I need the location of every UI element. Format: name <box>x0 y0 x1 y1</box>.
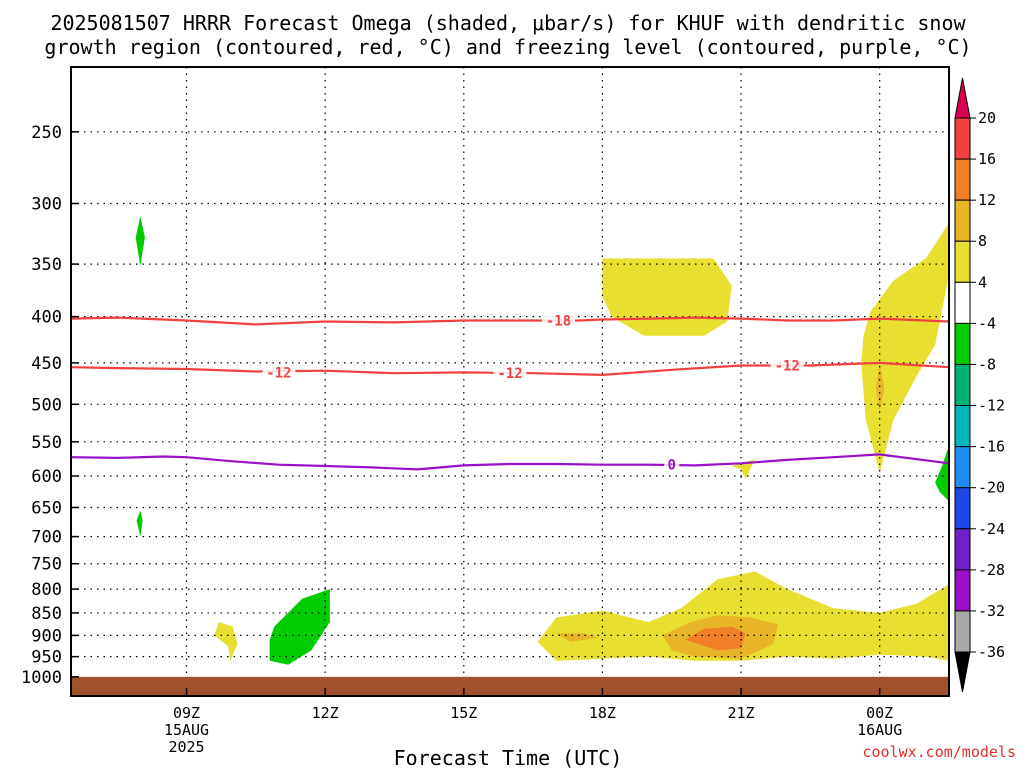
colorbar-bin-0 <box>954 117 971 160</box>
colorbar-bin-6 <box>954 363 971 407</box>
contour-label-1-2: -12 <box>775 359 800 375</box>
colorbar-bin-11 <box>954 569 971 612</box>
colorbar-bin-2 <box>954 199 971 242</box>
y-axis: 2503003504004505005506006507007508008509… <box>21 123 79 688</box>
colorbar-label-2: 12 <box>978 191 996 209</box>
x-tick-sublabel-09Z-1: 2025 <box>168 738 204 756</box>
y-tick-label-400: 400 <box>31 308 62 328</box>
x-tick-sublabel-09Z-0: 15AUG <box>164 721 209 739</box>
contour-label-bg-2-0 <box>664 456 680 473</box>
y-tick-label-550: 550 <box>31 433 62 453</box>
contour-label-1-1: -12 <box>497 366 522 382</box>
omega-region-4 <box>602 258 732 336</box>
colorbar-bin-12 <box>954 610 971 653</box>
ground-layer <box>71 676 949 696</box>
contour-line-0 <box>71 316 949 326</box>
x-tick-label-18Z: 18Z <box>589 704 616 722</box>
x-tick-sublabel-00Z-0: 16AUG <box>857 721 902 739</box>
colorbar-label-11: -28 <box>978 561 1005 579</box>
omega-region-3 <box>269 589 330 665</box>
colorbar-top-arrow <box>954 77 971 119</box>
chart-title-line1: 2025081507 HRRR Forecast Omega (shaded, … <box>50 11 966 35</box>
colorbar-label-12: -32 <box>978 602 1005 620</box>
colorbar-label-10: -24 <box>978 520 1005 538</box>
colorbar-bottom-arrow <box>954 651 971 693</box>
contour-label-bg-1-1 <box>493 365 527 382</box>
colorbar-label-9: -20 <box>978 479 1005 497</box>
colorbar-bin-10 <box>954 528 971 571</box>
y-tick-label-500: 500 <box>31 395 62 415</box>
y-tick-label-650: 650 <box>31 498 62 518</box>
y-tick-label-800: 800 <box>31 580 62 600</box>
plot-frame <box>70 66 950 697</box>
colorbar-label-7: -12 <box>978 397 1005 415</box>
omega-region-10 <box>861 222 949 473</box>
y-tick-label-900: 900 <box>31 626 62 646</box>
omega-shading <box>135 216 949 665</box>
x-axis-label: Forecast Time (UTC) <box>394 746 623 768</box>
omega-region-12 <box>935 445 949 502</box>
contour-line-2 <box>71 453 949 471</box>
colorbar-bin-9 <box>954 487 971 530</box>
colorbar-label-1: 16 <box>978 150 996 168</box>
x-tick-label-12Z: 12Z <box>312 704 339 722</box>
y-tick-label-250: 250 <box>31 123 62 143</box>
omega-region-0 <box>135 216 145 267</box>
chart-title-line2: growth region (contoured, red, °C) and f… <box>44 35 971 59</box>
omega-region-11 <box>876 362 885 413</box>
y-tick-label-350: 350 <box>31 255 62 275</box>
omega-region-6 <box>537 571 949 661</box>
omega-region-2 <box>214 622 238 661</box>
contour-label-bg-0-0 <box>542 312 576 329</box>
contour-label-2-0: 0 <box>668 458 676 474</box>
x-tick-label-00Z: 00Z <box>866 704 893 722</box>
omega-region-5 <box>731 452 778 480</box>
colorbar-bin-1 <box>954 158 971 201</box>
x-tick-label-15Z: 15Z <box>450 704 477 722</box>
contour-lines: -18 -12 -12 -12 0 <box>71 312 949 474</box>
y-tick-label-1000: 1000 <box>21 668 62 688</box>
contour-label-1-0: -12 <box>266 365 291 381</box>
colorbar-label-13: -36 <box>978 643 1005 661</box>
y-tick-label-850: 850 <box>31 604 62 624</box>
gridlines <box>71 67 949 696</box>
colorbar-bin-3 <box>954 240 971 283</box>
y-tick-label-700: 700 <box>31 528 62 548</box>
contour-label-bg-1-0 <box>262 364 296 381</box>
colorbar-bin-7 <box>954 405 971 448</box>
colorbar-bin-4 <box>954 281 971 324</box>
x-tick-label-21Z: 21Z <box>728 704 755 722</box>
x-tick-label-09Z: 09Z <box>173 704 200 722</box>
colorbar-bin-8 <box>954 446 971 489</box>
omega-region-8 <box>685 626 746 651</box>
omega-region-9 <box>556 633 598 642</box>
colorbar-label-3: 8 <box>978 232 987 250</box>
colorbar-label-8: -16 <box>978 438 1005 456</box>
colorbar-label-4: 4 <box>978 273 987 291</box>
colorbar-label-6: -8 <box>978 355 996 373</box>
omega-region-1 <box>136 510 143 537</box>
colorbar-label-5: -4 <box>978 314 996 332</box>
y-tick-label-950: 950 <box>31 648 62 668</box>
ground-bar <box>71 676 949 696</box>
y-tick-label-750: 750 <box>31 555 62 575</box>
y-tick-label-450: 450 <box>31 354 62 374</box>
colorbar-label-0: 20 <box>978 109 996 127</box>
watermark: coolwx.com/models <box>862 743 1016 761</box>
y-tick-label-600: 600 <box>31 467 62 487</box>
colorbar: 20 16 12 8 4 -4 -8 -12 -16 -20 -24 -28 -32 -36 <box>954 77 1005 693</box>
y-tick-label-300: 300 <box>31 194 62 214</box>
contour-label-0-0: -18 <box>546 314 571 330</box>
contour-label-bg-1-2 <box>770 357 804 374</box>
colorbar-bin-5 <box>954 322 971 365</box>
